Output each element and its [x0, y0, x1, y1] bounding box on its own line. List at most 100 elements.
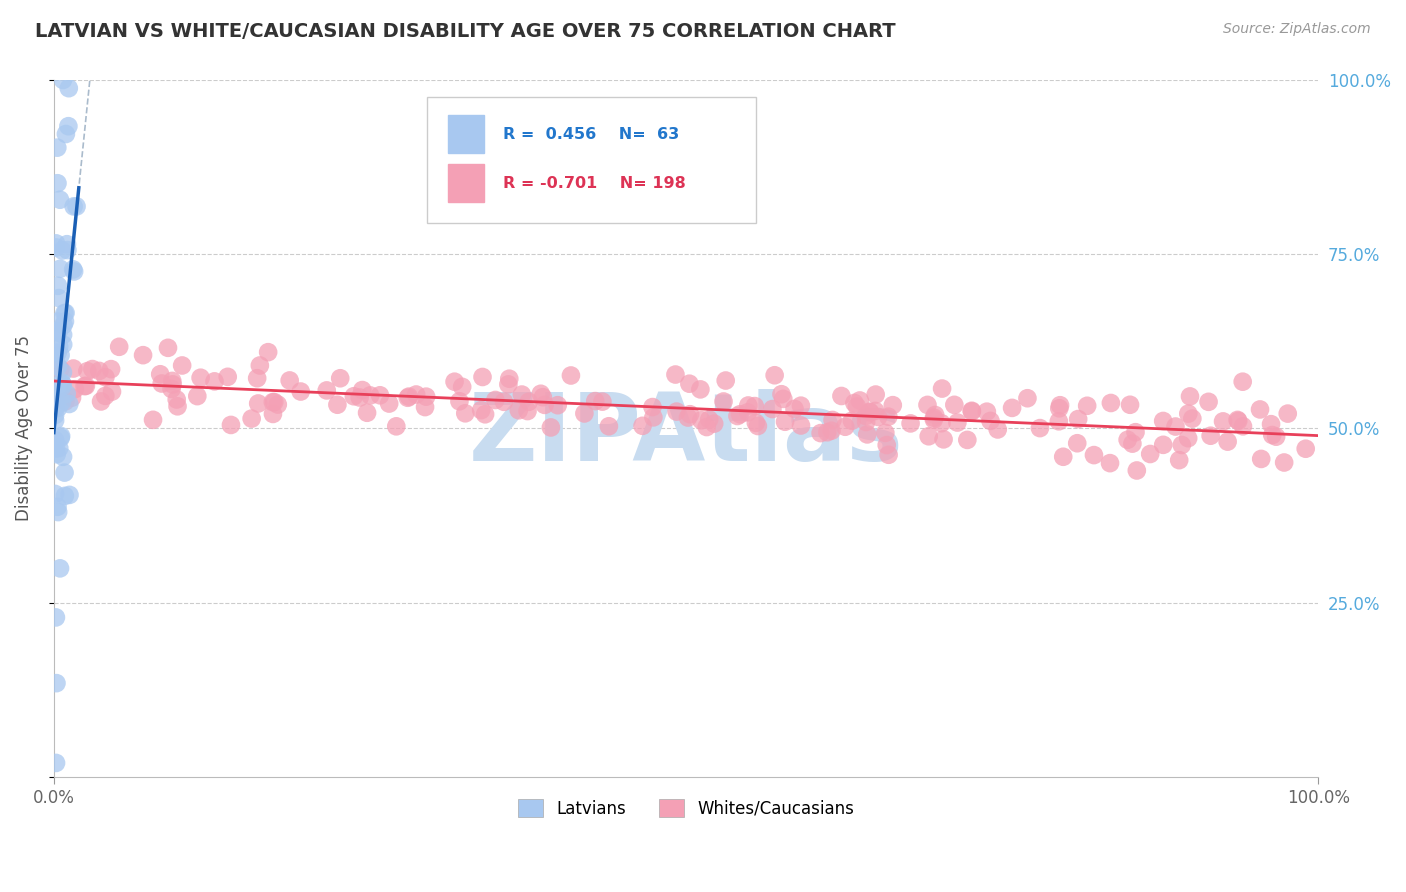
Point: [262, 395, 284, 409]
Point: [987, 422, 1010, 436]
Point: [46, 359, 69, 374]
Point: [855, 415, 877, 429]
Point: [946, 416, 969, 430]
Point: [917, 398, 939, 412]
Point: [763, 368, 786, 383]
Point: [484, 392, 506, 407]
Point: [976, 405, 998, 419]
Point: [960, 403, 983, 417]
Point: [1125, 425, 1147, 440]
Point: [900, 417, 922, 431]
Point: [1052, 450, 1074, 464]
Point: [359, 388, 381, 402]
Point: [82, 362, 104, 376]
Point: [1098, 456, 1121, 470]
Point: [1099, 396, 1122, 410]
Point: [1249, 402, 1271, 417]
Point: [94, 389, 117, 403]
Point: [790, 418, 813, 433]
Point: [868, 409, 890, 424]
Point: [773, 415, 796, 429]
Point: [49, 431, 72, 445]
Point: [378, 396, 401, 410]
Point: [517, 394, 540, 409]
Point: [55, 306, 77, 320]
Point: [368, 388, 391, 402]
Point: [1272, 456, 1295, 470]
Point: [772, 392, 794, 406]
Point: [46, 315, 69, 329]
Point: [100, 362, 122, 376]
Point: [76, 364, 98, 378]
Point: [875, 425, 897, 440]
Point: [882, 398, 904, 412]
Point: [1227, 414, 1250, 428]
Point: [918, 429, 941, 443]
Point: [63, 264, 86, 278]
Point: [48, 441, 70, 455]
Point: [849, 393, 872, 408]
Point: [396, 391, 419, 405]
Point: [1181, 411, 1204, 425]
Point: [498, 377, 520, 392]
Point: [865, 404, 887, 418]
Point: [58, 81, 80, 95]
Point: [737, 405, 759, 419]
Point: [44, 324, 66, 338]
Point: [547, 398, 569, 412]
Point: [679, 407, 702, 421]
Point: [713, 394, 735, 409]
Point: [142, 413, 165, 427]
Point: [52, 450, 75, 464]
Bar: [449, 115, 484, 153]
Point: [267, 398, 290, 412]
Point: [1116, 433, 1139, 447]
Point: [45, 236, 67, 251]
Point: [1261, 428, 1284, 442]
Point: [55, 394, 77, 409]
Point: [865, 387, 887, 401]
Point: [108, 340, 131, 354]
Point: [492, 394, 515, 409]
Point: [246, 371, 269, 385]
Point: [49, 193, 72, 207]
Point: [922, 410, 945, 425]
Point: [979, 414, 1001, 428]
Point: [58, 119, 80, 133]
Point: [186, 389, 208, 403]
Point: [1178, 389, 1201, 403]
Point: [530, 386, 553, 401]
Point: [326, 398, 349, 412]
Point: [52, 327, 75, 342]
Point: [398, 390, 420, 404]
Point: [696, 420, 718, 434]
Point: [845, 400, 868, 414]
Point: [53, 306, 76, 320]
Point: [1126, 463, 1149, 477]
Point: [349, 391, 371, 405]
Point: [1076, 399, 1098, 413]
Point: [859, 404, 882, 418]
Point: [89, 364, 111, 378]
Point: [343, 389, 366, 403]
Legend: Latvians, Whites/Caucasians: Latvians, Whites/Caucasians: [510, 793, 860, 824]
Bar: [449, 163, 484, 202]
Point: [924, 408, 946, 422]
Point: [540, 420, 562, 434]
Point: [737, 399, 759, 413]
Point: [166, 399, 188, 413]
Point: [516, 404, 538, 418]
Point: [219, 417, 242, 432]
Point: [747, 419, 769, 434]
Point: [166, 392, 188, 407]
Point: [46, 401, 69, 415]
Point: [1177, 407, 1199, 421]
Point: [75, 379, 97, 393]
Point: [45, 442, 67, 456]
Point: [560, 368, 582, 383]
Point: [830, 389, 852, 403]
Point: [45, 240, 67, 254]
Point: [73, 379, 96, 393]
Point: [46, 141, 69, 155]
Point: [52, 73, 75, 87]
